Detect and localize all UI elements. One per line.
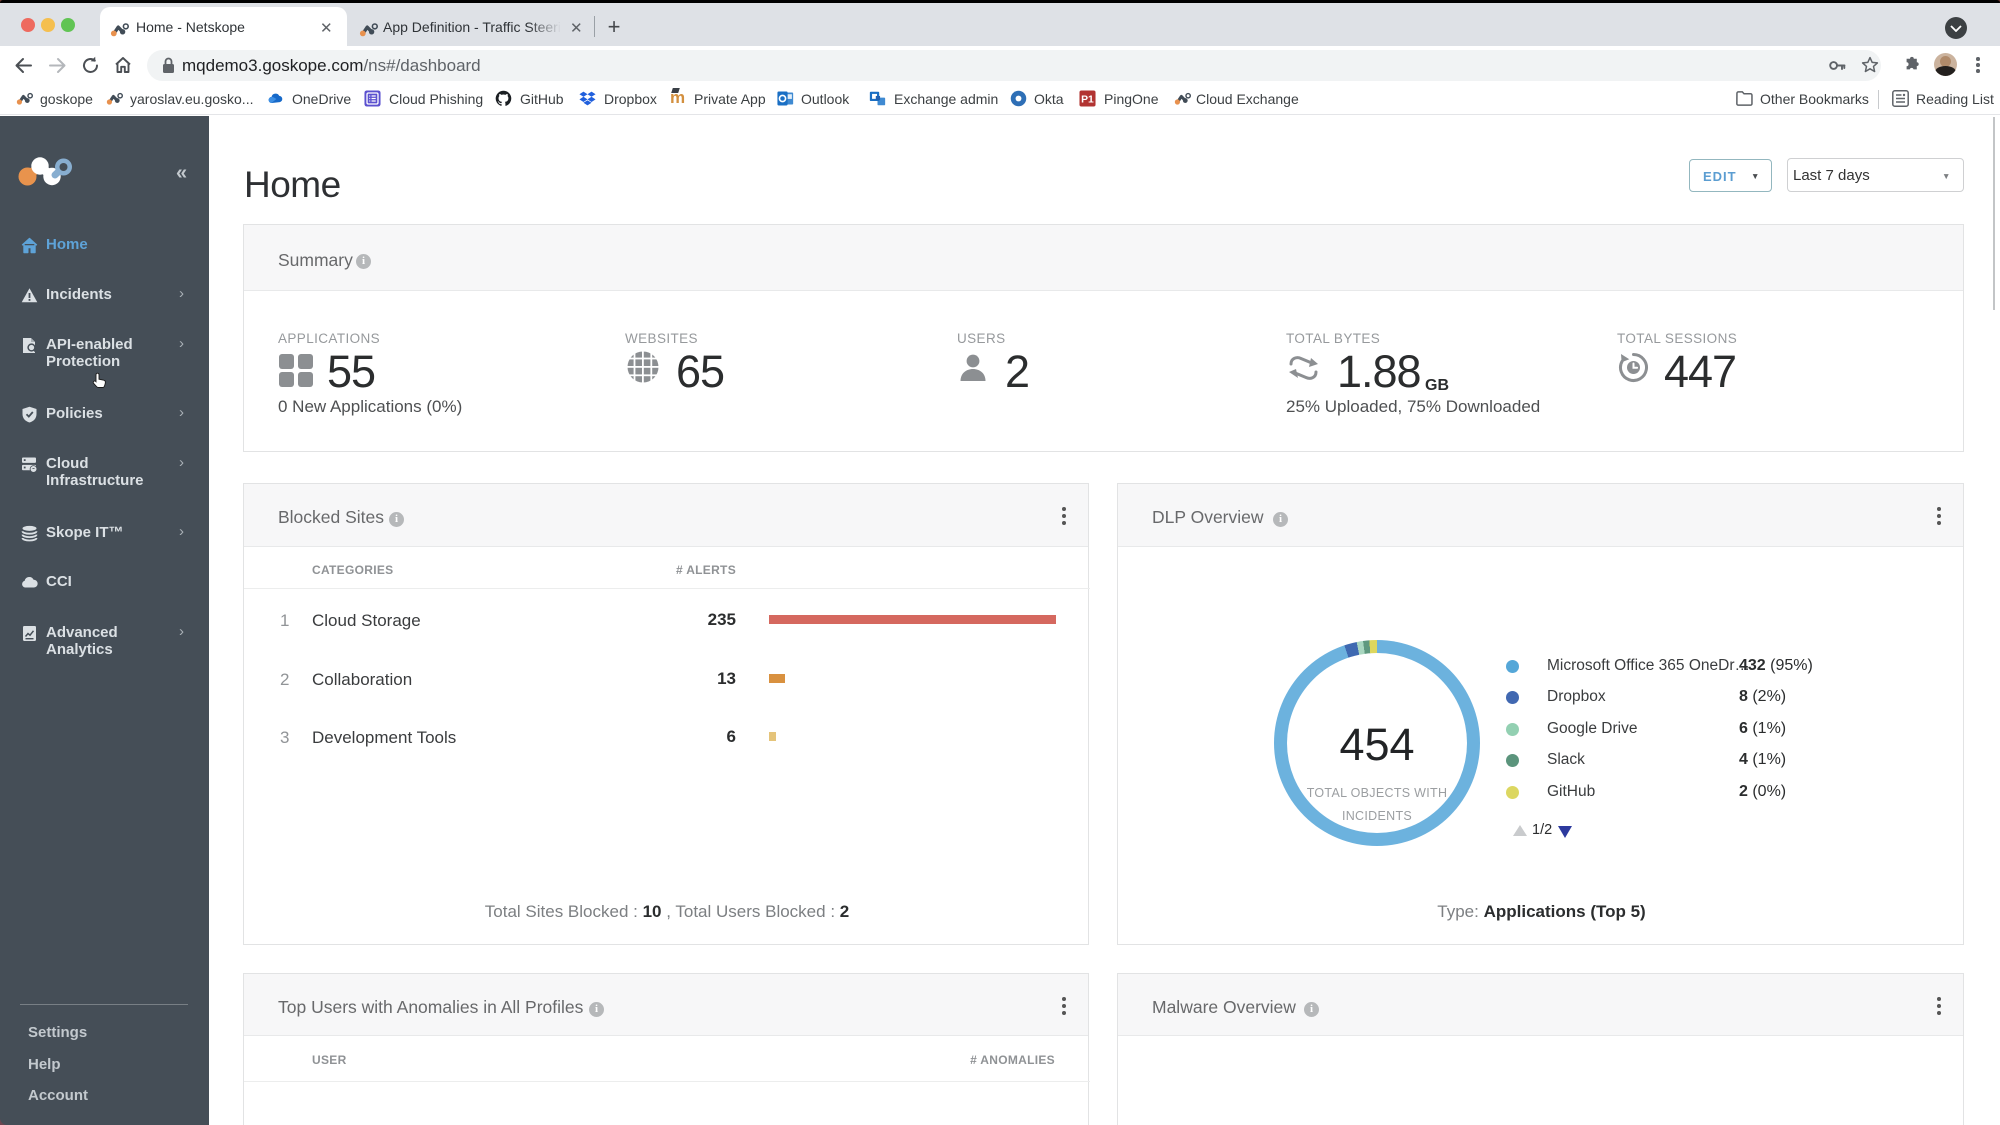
svg-text:P1: P1 bbox=[1081, 94, 1094, 105]
